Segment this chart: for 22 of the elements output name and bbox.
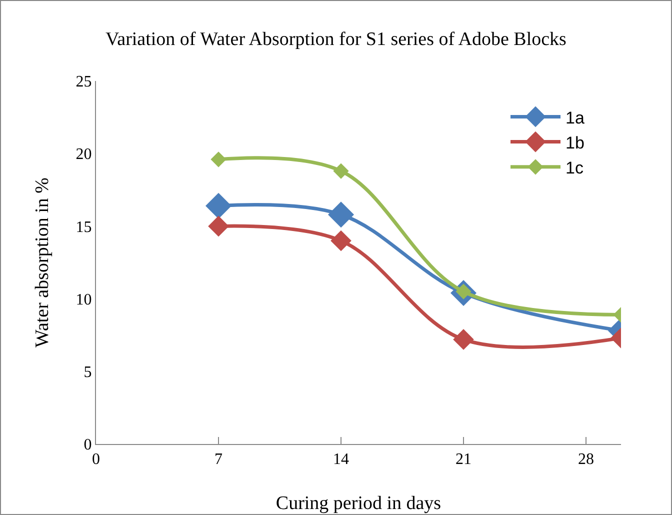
y-tick-label: 15: [76, 218, 92, 236]
legend-label: 1b: [566, 133, 584, 152]
chart-title: Variation of Water Absorption for S1 series of Adobe Blocks: [106, 29, 566, 50]
point: [328, 202, 354, 228]
y-tick-label: 0: [84, 436, 92, 454]
x-tick-label: 28: [578, 451, 594, 468]
y-tick-label: 25: [76, 74, 92, 91]
x-tick-label: 7: [214, 451, 222, 468]
y-tick-label: 10: [76, 291, 92, 308]
point: [206, 192, 232, 219]
y-axis-title: Water absorption in %: [32, 177, 53, 348]
legend-label: 1c: [566, 158, 584, 178]
point: [330, 230, 352, 252]
point: [208, 216, 229, 237]
x-axis-title: Curing period in days: [276, 493, 442, 514]
x-tick-label: 21: [456, 451, 472, 468]
y-tick-label: 5: [84, 364, 92, 381]
legend-label: 1a: [566, 108, 585, 128]
point: [210, 152, 226, 168]
x-tick-label: 14: [333, 451, 349, 468]
y-tick-label: 20: [76, 146, 92, 164]
point: [333, 163, 349, 179]
